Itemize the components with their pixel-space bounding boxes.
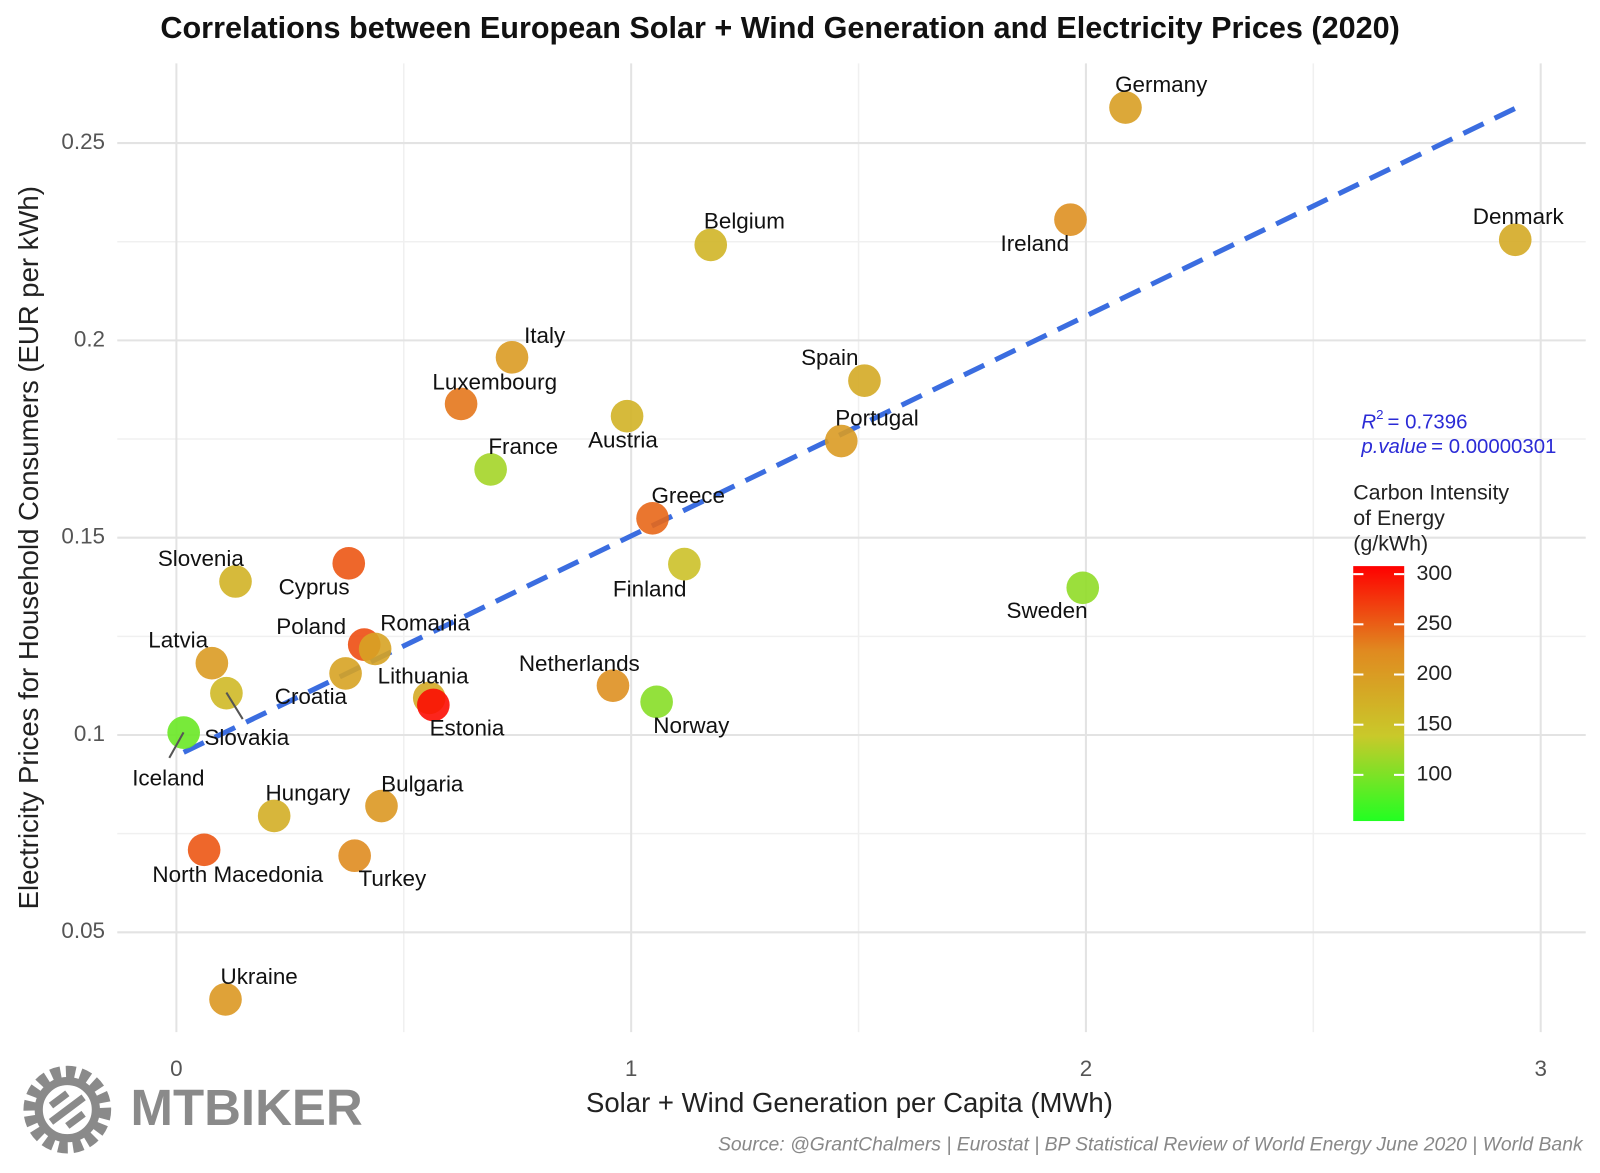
point-label: Croatia — [275, 684, 348, 709]
point-label: Austria — [588, 428, 658, 453]
source: Source: @GrantChalmers | Eurostat | BP S… — [718, 1133, 1584, 1155]
point-label: North Macedonia — [152, 862, 323, 887]
stat-text: 2 — [1376, 407, 1383, 422]
point — [332, 547, 366, 580]
point-label: Lithuania — [378, 663, 470, 688]
point-label: Portugal — [835, 406, 919, 431]
colorbar-tick-label: 200 — [1416, 661, 1452, 685]
colorbar — [1353, 566, 1405, 822]
x-tick-label: 2 — [1080, 1056, 1092, 1081]
point — [1054, 203, 1087, 236]
logo-mark — [48, 1090, 86, 1129]
point-label: Norway — [653, 713, 730, 738]
point-label: Slovenia — [158, 546, 245, 571]
point-label: Turkey — [359, 866, 427, 891]
stat-text: p.value — [1360, 436, 1427, 458]
point — [495, 341, 529, 374]
point — [417, 688, 450, 722]
points — [167, 91, 1532, 1016]
point-label: Slovakia — [204, 725, 289, 750]
p-value: p.value = 0.00000301 — [1360, 436, 1556, 458]
y-tick-label: 0.25 — [61, 129, 105, 154]
point-label: Spain — [801, 345, 858, 370]
point-label: Cyprus — [279, 575, 350, 600]
y-tick-label: 0.2 — [74, 326, 105, 351]
leader-line — [225, 692, 244, 720]
point — [1066, 571, 1100, 605]
point — [636, 502, 669, 535]
colorbar-tick-label: 300 — [1416, 561, 1452, 585]
point — [848, 364, 881, 397]
point-label: Luxembourg — [432, 369, 557, 394]
point — [1109, 91, 1142, 124]
point-labels: Germany Denmark Ireland Belgium Italy Luxembo… — [132, 72, 1564, 989]
point — [257, 799, 291, 833]
point-label: France — [488, 434, 558, 459]
colorbar-title: Carbon Intensity — [1353, 480, 1509, 504]
point — [195, 646, 229, 680]
point-label: Romania — [380, 610, 470, 635]
logo-gear — [23, 1065, 112, 1154]
point — [444, 387, 478, 421]
point — [1498, 223, 1532, 257]
colorbar-tick-label: 100 — [1416, 762, 1452, 786]
point — [610, 399, 644, 433]
point — [474, 453, 507, 486]
point — [668, 547, 701, 581]
watermark: MTBIKER — [131, 1079, 363, 1136]
point — [596, 669, 630, 702]
point — [824, 424, 858, 458]
point-label: Denmark — [1473, 204, 1565, 229]
point — [694, 228, 728, 262]
point-label: Poland — [276, 614, 346, 639]
colorbar-tick-label: 250 — [1416, 611, 1452, 635]
point — [329, 657, 362, 690]
logo: MTBIKER — [23, 1065, 363, 1154]
point-label: Greece — [651, 483, 725, 508]
point — [219, 565, 252, 598]
stat-text: R — [1361, 412, 1376, 434]
stat-text: = 0.00000301 — [1431, 436, 1556, 458]
point-label: Hungary — [265, 780, 351, 805]
point — [187, 833, 221, 867]
y-tick-label: 0.15 — [61, 524, 105, 549]
point — [209, 983, 242, 1016]
leader-line — [168, 731, 185, 759]
r-squared: R2 = 0.7396 — [1361, 407, 1467, 434]
point-label: Ireland — [1000, 231, 1069, 256]
x-tick-label: 3 — [1534, 1056, 1546, 1081]
point-label: Iceland — [132, 765, 204, 790]
point — [338, 839, 371, 873]
grid — [117, 63, 1586, 1033]
point-label: Germany — [1115, 72, 1208, 97]
point-label: Finland — [613, 577, 687, 602]
logo-ring — [34, 1077, 100, 1143]
point — [365, 789, 398, 823]
colorbar-title: of Energy — [1353, 506, 1445, 530]
y-tick-label: 0.05 — [61, 918, 105, 943]
point — [640, 685, 673, 719]
point-label: Belgium — [704, 208, 785, 233]
point-label: Bulgaria — [381, 772, 464, 797]
point — [358, 632, 392, 666]
x-tick-label: 1 — [625, 1056, 637, 1081]
point-label: Sweden — [1007, 598, 1088, 623]
y-axis-title: Electricity Prices for Household Consume… — [13, 186, 44, 909]
x-axis-title: Solar + Wind Generation per Capita (MWh) — [586, 1087, 1113, 1118]
chart-title: Correlations between European Solar + Wi… — [160, 11, 1399, 45]
point-label: Netherlands — [519, 651, 640, 676]
y-tick-label: 0.1 — [74, 721, 105, 746]
colorbar-tick-label: 150 — [1416, 711, 1452, 735]
point-label: Estonia — [430, 715, 505, 740]
point-label: Italy — [524, 323, 566, 348]
point-label: Latvia — [148, 628, 208, 653]
colorbar-title: (g/kWh) — [1353, 531, 1428, 555]
point-label: Ukraine — [221, 964, 298, 989]
stat-text: = 0.7396 — [1388, 412, 1468, 434]
x-tick-label: 0 — [170, 1056, 182, 1081]
